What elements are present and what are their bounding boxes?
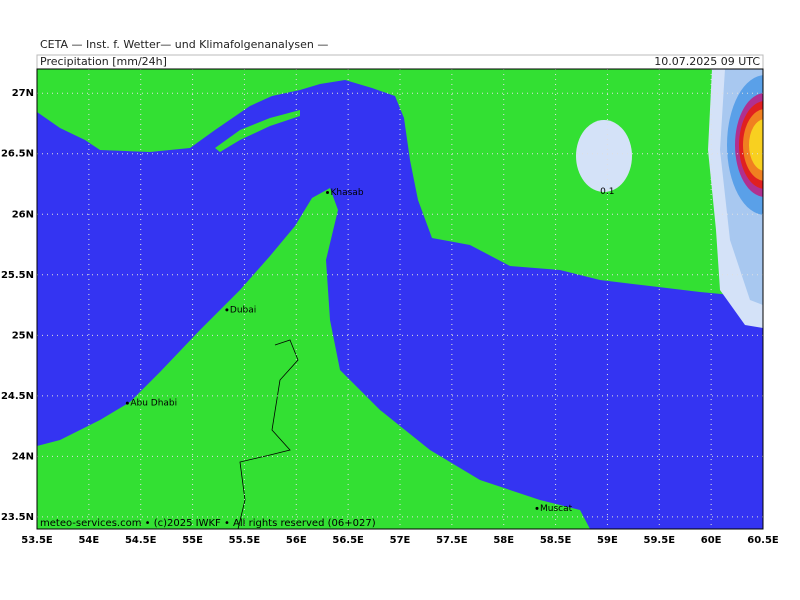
contour-label: 0.1 (600, 187, 614, 197)
place-label: Khasab (331, 188, 364, 198)
frame (36, 68, 764, 530)
lon-tick-label: 53.5E (21, 535, 53, 546)
footer: meteo-services.com • (c)2025 IWKF • All … (40, 518, 376, 529)
lon-tick-label: 57E (390, 535, 411, 546)
lon-tick-label: 59.5E (644, 535, 676, 546)
lon-tick-label: 56.5E (332, 535, 364, 546)
lon-tick-label: 60.5E (747, 535, 779, 546)
lat-tick-label: 23.5N (1, 512, 34, 523)
lon-tick-label: 59E (597, 535, 618, 546)
precip-area (749, 119, 763, 171)
lat-tick-label: 26N (12, 209, 34, 220)
institute: CETA — Inst. f. Wetter— und Klimafolgena… (40, 38, 328, 51)
lat-tick-label: 25N (12, 330, 34, 341)
precip-area (576, 120, 632, 192)
place-label: Muscat (540, 504, 573, 514)
lon-tick-label: 60E (701, 535, 722, 546)
lon-tick-label: 58E (493, 535, 514, 546)
place-marker (125, 401, 129, 405)
border (237, 339, 299, 529)
land-arabia (37, 188, 590, 529)
lat-tick-label: 27N (12, 88, 34, 99)
lon-tick-label: 55E (182, 535, 203, 546)
valid-time: 10.07.2025 09 UTC (654, 55, 760, 68)
lat-tick-label: 24N (12, 451, 34, 462)
title: Precipitation [mm/24h] (40, 55, 167, 68)
map-area: Khasab Dubai Abu Dhabi Muscat 0.1 (37, 69, 763, 529)
lon-tick-label: 54.5E (125, 535, 157, 546)
lon-tick-label: 57.5E (436, 535, 468, 546)
lon-tick-label: 55.5E (229, 535, 261, 546)
lat-tick-label: 24.5N (1, 391, 34, 402)
lon-tick-label: 54E (78, 535, 99, 546)
lon-tick-label: 58.5E (540, 535, 572, 546)
place-marker (535, 506, 539, 510)
land-qeshm (215, 110, 300, 152)
land-iran (37, 69, 763, 298)
place-label: Abu Dhabi (130, 399, 177, 409)
lon-tick-label: 56E (286, 535, 307, 546)
place-label: Dubai (230, 305, 256, 315)
lat-tick-label: 25.5N (1, 270, 34, 281)
place-marker (225, 308, 229, 312)
lat-tick-label: 26.5N (1, 149, 34, 160)
place-marker (326, 190, 330, 194)
